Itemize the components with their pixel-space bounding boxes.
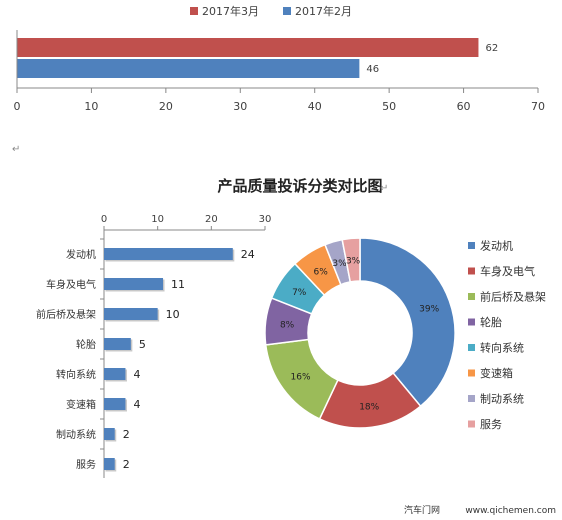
top-legend: 2017年3月 2017年2月 bbox=[190, 4, 352, 18]
category-label: 前后桥及悬架 bbox=[36, 308, 96, 321]
legend-label: 变速箱 bbox=[480, 366, 513, 380]
category-bars: 发动机 24 车身及电气 11 前后桥及悬架 10 轮胎 5 转向系统 4 变速箱 4 制动系统 2 服务 2 bbox=[36, 248, 255, 472]
legend-label: 服务 bbox=[480, 418, 502, 431]
return-mark: ↵ bbox=[380, 183, 388, 194]
legend-swatch bbox=[468, 318, 475, 326]
category-label: 轮胎 bbox=[76, 338, 96, 351]
category-label: 制动系统 bbox=[56, 428, 96, 441]
slice-label: 3% bbox=[332, 259, 347, 269]
data-label: 24 bbox=[241, 248, 255, 261]
legend-label: 2017年2月 bbox=[295, 4, 352, 18]
legend-swatch bbox=[283, 7, 291, 15]
legend-swatch bbox=[468, 242, 475, 249]
slice-label: 8% bbox=[280, 320, 295, 330]
return-mark: ↵ bbox=[12, 144, 20, 155]
slice-label: 39% bbox=[419, 305, 439, 315]
bar bbox=[104, 398, 126, 410]
data-label: 2 bbox=[123, 428, 130, 441]
data-label: 46 bbox=[366, 64, 379, 75]
bar bbox=[104, 338, 131, 350]
watermark: 汽车门网 www.qichemen.com bbox=[404, 504, 556, 516]
watermark-url: www.qichemen.com bbox=[465, 506, 556, 516]
legend-label: 转向系统 bbox=[480, 341, 524, 355]
legend-swatch bbox=[468, 267, 475, 275]
tick-label: 0 bbox=[14, 100, 21, 113]
data-label: 11 bbox=[171, 278, 185, 291]
watermark-brand: 汽车门网 bbox=[404, 504, 440, 516]
complaint-category-bar-chart: 0 10 20 30 发动机 24 车身及电气 11 前后桥及悬架 10 轮胎 5 转向系统 4 变速箱 4… bbox=[36, 214, 271, 478]
category-label: 转向系统 bbox=[56, 368, 96, 381]
tick-label: 30 bbox=[233, 100, 247, 113]
legend-swatch bbox=[468, 369, 475, 377]
tick-label: 50 bbox=[382, 100, 396, 113]
tick-label: 30 bbox=[259, 214, 272, 225]
donut-slice bbox=[341, 237, 361, 283]
bar bbox=[104, 308, 158, 320]
bar bbox=[104, 428, 115, 440]
category-label: 变速箱 bbox=[66, 398, 96, 411]
top-x-axis: 0 10 20 30 40 50 60 70 bbox=[14, 30, 545, 113]
legend-swatch bbox=[468, 344, 475, 351]
tick-label: 10 bbox=[151, 214, 164, 225]
slice-label: 18% bbox=[359, 402, 379, 412]
tick-label: 20 bbox=[159, 100, 173, 113]
chart-title: 产品质量投诉分类对比图 bbox=[217, 177, 382, 195]
legend-label: 发动机 bbox=[480, 239, 513, 253]
bar bbox=[104, 248, 233, 260]
legend-label: 前后桥及悬架 bbox=[480, 290, 546, 304]
legend-swatch bbox=[468, 420, 475, 428]
slice-label: 7% bbox=[292, 288, 307, 298]
bar bbox=[17, 38, 479, 57]
bar bbox=[17, 59, 360, 78]
legend-swatch bbox=[468, 293, 475, 300]
category-label: 车身及电气 bbox=[46, 278, 96, 291]
category-label: 发动机 bbox=[66, 248, 96, 261]
data-label: 62 bbox=[485, 43, 498, 54]
bar bbox=[104, 278, 164, 290]
bar bbox=[104, 458, 115, 470]
pie-title-group: 产品质量投诉分类对比图 ↵ bbox=[217, 177, 388, 195]
legend-swatch bbox=[190, 7, 198, 15]
tick-label: 60 bbox=[457, 100, 471, 113]
slice-label: 6% bbox=[313, 267, 328, 277]
data-label: 4 bbox=[133, 398, 140, 411]
monthly-comparison-chart: 2017年3月 2017年2月 62 46 0 10 20 30 40 50 60 70 bbox=[14, 4, 546, 113]
bar bbox=[104, 368, 126, 380]
tick-label: 0 bbox=[101, 214, 107, 225]
tick-label: 20 bbox=[205, 214, 218, 225]
tick-label: 10 bbox=[84, 100, 98, 113]
legend-label: 2017年3月 bbox=[202, 4, 259, 18]
complaint-donut-chart: 39% 18% 16% 8% 7% 6% 3% 3% bbox=[264, 237, 456, 429]
legend-label: 轮胎 bbox=[480, 315, 502, 329]
data-label: 10 bbox=[166, 308, 180, 321]
data-label: 4 bbox=[133, 368, 140, 381]
data-label: 5 bbox=[139, 338, 146, 351]
tick-label: 70 bbox=[531, 100, 545, 113]
top-bars: 62 46 bbox=[17, 38, 498, 78]
donut-slice bbox=[359, 237, 456, 408]
legend-swatch bbox=[468, 395, 475, 402]
tick-label: 40 bbox=[308, 100, 322, 113]
slice-label: 3% bbox=[346, 256, 361, 266]
data-label: 2 bbox=[123, 458, 130, 471]
legend-label: 制动系统 bbox=[480, 393, 524, 406]
category-label: 服务 bbox=[76, 458, 96, 471]
legend-label: 车身及电气 bbox=[480, 264, 535, 278]
slice-label: 16% bbox=[291, 373, 311, 383]
